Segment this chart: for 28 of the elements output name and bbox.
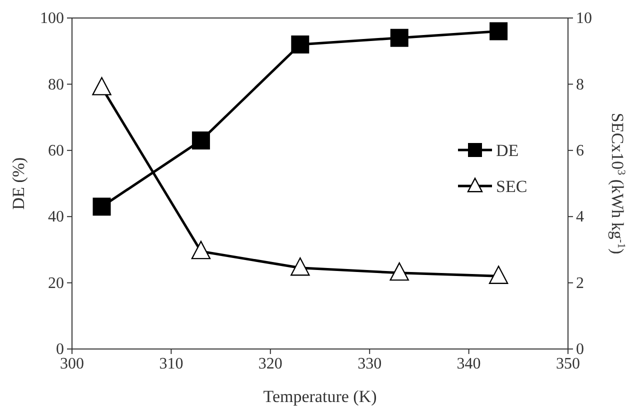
legend-label: DE [496,141,519,160]
y2-tick-label: 10 [576,10,592,28]
point [490,22,508,40]
point [291,35,310,54]
x-tick-label: 320 [258,355,282,372]
y-axis-title: DE (%) [9,157,28,210]
x-tick-label: 330 [358,355,382,372]
point [390,28,408,47]
x-axis-title: Temperature (K) [263,387,377,406]
point [390,262,409,281]
point [92,198,111,216]
y-tick-label: 100 [40,10,64,28]
legend-label: SEC [496,177,528,196]
y-tick-label: 80 [48,76,64,94]
y-tick-label: 20 [48,274,64,292]
y-tick-label: 60 [48,142,64,160]
x-tick-label: 310 [159,355,184,372]
point [192,131,210,150]
y2-tick-label: 6 [576,142,584,160]
point [191,240,211,260]
y-tick-label: 40 [48,208,64,226]
x-tick-label: 340 [456,355,481,372]
point [488,266,508,284]
point [290,257,310,276]
y2-tick-label: 4 [576,208,584,226]
y2-tick-label: 2 [576,274,584,292]
point [92,77,112,96]
y2-tick-label: 8 [576,76,584,94]
